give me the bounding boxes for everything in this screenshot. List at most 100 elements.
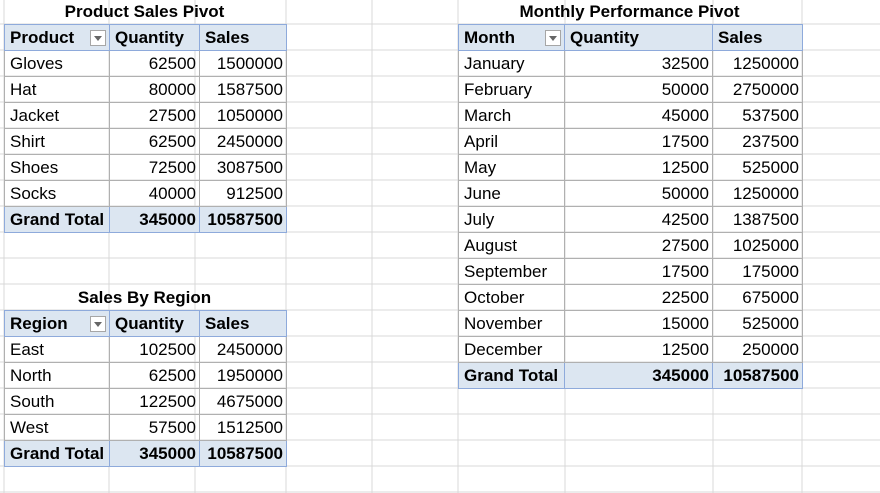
filter-dropdown-icon[interactable]	[545, 30, 561, 46]
row-label[interactable]: August	[458, 232, 565, 259]
sales-cell[interactable]: 3087500	[199, 154, 287, 181]
quantity-cell[interactable]: 27500	[109, 102, 200, 129]
pivot-row: Jacket 27500 1050000	[4, 102, 287, 129]
grand-total-quantity[interactable]: 345000	[109, 206, 200, 233]
row-labels-header[interactable]: Region	[4, 310, 110, 337]
sales-header[interactable]: Sales	[199, 310, 287, 337]
row-label[interactable]: Gloves	[4, 50, 110, 77]
quantity-cell[interactable]: 40000	[109, 180, 200, 207]
quantity-header[interactable]: Quantity	[109, 24, 200, 51]
quantity-cell[interactable]: 62500	[109, 362, 200, 389]
row-label[interactable]: January	[458, 50, 565, 77]
sales-cell[interactable]: 525000	[712, 310, 803, 337]
pivot-row: October 22500 675000	[458, 284, 803, 311]
grand-total-label[interactable]: Grand Total	[458, 362, 565, 389]
quantity-cell[interactable]: 50000	[564, 180, 713, 207]
grand-total-row: Grand Total 345000 10587500	[4, 440, 287, 467]
row-label[interactable]: Shirt	[4, 128, 110, 155]
quantity-cell[interactable]: 80000	[109, 76, 200, 103]
filter-dropdown-icon[interactable]	[90, 30, 106, 46]
row-label[interactable]: June	[458, 180, 565, 207]
sales-cell[interactable]: 1025000	[712, 232, 803, 259]
row-label[interactable]: South	[4, 388, 110, 415]
row-label[interactable]: September	[458, 258, 565, 285]
sales-cell[interactable]: 4675000	[199, 388, 287, 415]
grand-total-quantity[interactable]: 345000	[564, 362, 713, 389]
quantity-cell[interactable]: 12500	[564, 154, 713, 181]
quantity-cell[interactable]: 122500	[109, 388, 200, 415]
sales-cell[interactable]: 525000	[712, 154, 803, 181]
quantity-cell[interactable]: 17500	[564, 128, 713, 155]
row-label[interactable]: West	[4, 414, 110, 441]
sales-cell[interactable]: 2450000	[199, 336, 287, 363]
sales-cell[interactable]: 1050000	[199, 102, 287, 129]
sales-cell[interactable]: 2450000	[199, 128, 287, 155]
grand-total-sales[interactable]: 10587500	[199, 440, 287, 467]
sales-cell[interactable]: 1512500	[199, 414, 287, 441]
row-label[interactable]: Socks	[4, 180, 110, 207]
grand-total-label[interactable]: Grand Total	[4, 206, 110, 233]
quantity-cell[interactable]: 27500	[564, 232, 713, 259]
quantity-cell[interactable]: 12500	[564, 336, 713, 363]
pivot-header-row: Region Quantity Sales	[4, 310, 287, 337]
grand-total-quantity[interactable]: 345000	[109, 440, 200, 467]
quantity-cell[interactable]: 17500	[564, 258, 713, 285]
quantity-cell[interactable]: 57500	[109, 414, 200, 441]
quantity-cell[interactable]: 62500	[109, 128, 200, 155]
quantity-header[interactable]: Quantity	[109, 310, 200, 337]
pivot-row: February 50000 2750000	[458, 76, 803, 103]
sales-cell[interactable]: 1950000	[199, 362, 287, 389]
row-label[interactable]: November	[458, 310, 565, 337]
grand-total-label[interactable]: Grand Total	[4, 440, 110, 467]
pivot-row: North 62500 1950000	[4, 362, 287, 389]
row-labels-header[interactable]: Month	[458, 24, 565, 51]
row-label[interactable]: February	[458, 76, 565, 103]
sales-cell[interactable]: 675000	[712, 284, 803, 311]
sales-cell[interactable]: 237500	[712, 128, 803, 155]
row-label[interactable]: April	[458, 128, 565, 155]
pivot-header-row: Product Quantity Sales	[4, 24, 287, 51]
pivot-row: Gloves 62500 1500000	[4, 50, 287, 77]
row-label[interactable]: July	[458, 206, 565, 233]
sales-cell[interactable]: 1387500	[712, 206, 803, 233]
sales-cell[interactable]: 250000	[712, 336, 803, 363]
quantity-cell[interactable]: 45000	[564, 102, 713, 129]
sales-cell[interactable]: 175000	[712, 258, 803, 285]
row-label[interactable]: East	[4, 336, 110, 363]
grand-total-sales[interactable]: 10587500	[712, 362, 803, 389]
row-label[interactable]: March	[458, 102, 565, 129]
sales-cell[interactable]: 537500	[712, 102, 803, 129]
pivot-row: March 45000 537500	[458, 102, 803, 129]
sales-header[interactable]: Sales	[712, 24, 803, 51]
sales-cell[interactable]: 2750000	[712, 76, 803, 103]
row-label[interactable]: Hat	[4, 76, 110, 103]
quantity-cell[interactable]: 15000	[564, 310, 713, 337]
grand-total-sales[interactable]: 10587500	[199, 206, 287, 233]
sales-cell[interactable]: 1250000	[712, 50, 803, 77]
sales-cell[interactable]: 912500	[199, 180, 287, 207]
row-label[interactable]: Shoes	[4, 154, 110, 181]
row-label[interactable]: May	[458, 154, 565, 181]
sales-header[interactable]: Sales	[199, 24, 287, 51]
grand-total-row: Grand Total 345000 10587500	[458, 362, 803, 389]
row-label[interactable]: North	[4, 362, 110, 389]
quantity-header[interactable]: Quantity	[564, 24, 713, 51]
quantity-cell[interactable]: 22500	[564, 284, 713, 311]
pivot-header-row: Month Quantity Sales	[458, 24, 803, 51]
quantity-cell[interactable]: 50000	[564, 76, 713, 103]
pivot-row: Shoes 72500 3087500	[4, 154, 287, 181]
row-label[interactable]: December	[458, 336, 565, 363]
row-label[interactable]: Jacket	[4, 102, 110, 129]
quantity-cell[interactable]: 72500	[109, 154, 200, 181]
quantity-cell[interactable]: 32500	[564, 50, 713, 77]
quantity-cell[interactable]: 42500	[564, 206, 713, 233]
row-labels-header[interactable]: Product	[4, 24, 110, 51]
sales-cell[interactable]: 1587500	[199, 76, 287, 103]
quantity-cell[interactable]: 62500	[109, 50, 200, 77]
sales-cell[interactable]: 1250000	[712, 180, 803, 207]
row-label[interactable]: October	[458, 284, 565, 311]
quantity-cell[interactable]: 102500	[109, 336, 200, 363]
sales-cell[interactable]: 1500000	[199, 50, 287, 77]
filter-dropdown-icon[interactable]	[90, 316, 106, 332]
pivot-row: April 17500 237500	[458, 128, 803, 155]
